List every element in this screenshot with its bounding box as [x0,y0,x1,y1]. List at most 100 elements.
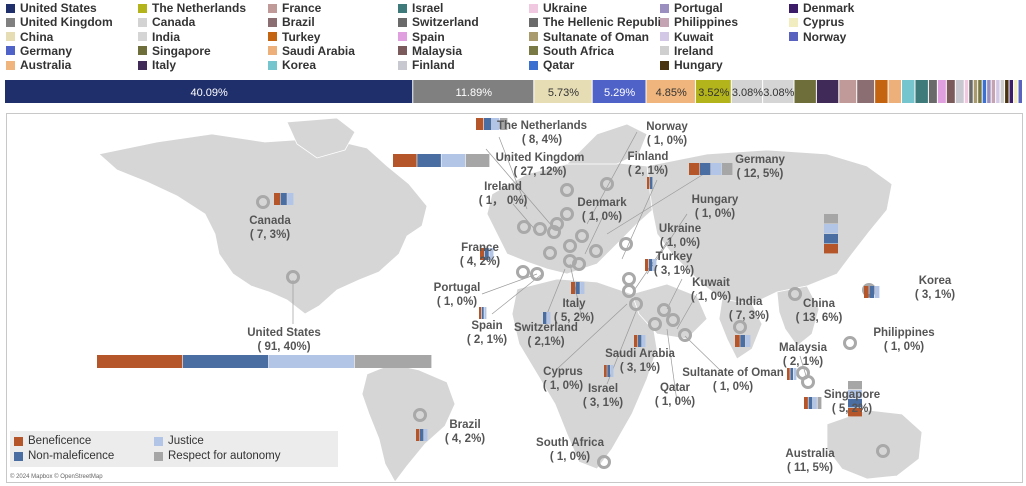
legend-label: Spain [412,29,445,44]
principle-bar-segment [417,154,441,167]
location-marker [572,257,586,271]
share-segment [982,80,987,103]
leader-line [556,303,628,370]
legend-swatch [268,46,277,56]
principle-bar-segment [787,368,790,380]
share-segment [915,80,928,103]
legend-label: Canada [152,15,196,30]
legend-item-sultanate-of-oman: Sultanate of Oman [529,30,649,44]
map-label-count: ( 1, 0%) [542,380,584,392]
map-label-count: ( 1, 0%) [646,135,688,147]
legend-swatch [138,17,147,27]
legend-label: The Netherlands [152,1,247,15]
map-label-canada: Canada ( 7, 3%) [249,214,291,242]
legend-item-united-states: United States [6,1,97,15]
principle-bar-segment [479,307,482,319]
map-label-count: ( 11, 5%) [786,462,834,474]
map-label-name: Sultanate of Oman [682,367,784,379]
legend-swatch [529,46,538,56]
map-label-qatar: Qatar ( 1, 0%) [655,381,695,409]
location-marker [560,183,574,197]
map-label-count: ( 2, 1%) [627,165,669,177]
legend-swatch [529,17,538,27]
legend-item-germany: Germany [6,44,72,58]
location-marker [648,317,662,331]
map-label-name: Brazil [449,419,481,431]
share-segment [973,80,978,103]
location-marker [619,237,633,251]
map-label-malaysia: Malaysia ( 2, 1%) [779,341,827,369]
location-marker [517,220,531,234]
principle-bar-segment [416,429,420,441]
legend-item-portugal: Portugal [660,1,723,15]
legend-item-norway: Norway [789,30,846,44]
map-panel: The Netherlands ( 8, 4%) Norway ( 1, 0%) Uni… [6,113,1023,483]
share-segment [946,80,955,103]
legend-swatch [398,60,407,70]
legend-swatch [138,46,147,56]
principle-bar-segment [824,224,838,234]
map-label-china: China ( 13, 6%) [796,297,843,325]
legend-label: China [20,29,54,44]
legend-label: Saudi Arabia [282,43,355,58]
principle-bar-segment [649,259,653,271]
map-label-name: United Kingdom [495,152,585,164]
principle-bar-segment [543,312,547,324]
legend-label: Ireland [674,43,714,58]
map-label-count: ( 1, 0%) [712,381,754,393]
map-label-denmark: Denmark ( 1, 0%) [577,196,626,224]
map-label-name: The Netherlands [496,120,588,132]
map-label-count: ( 3, 1%) [653,265,695,277]
map-label-norway: Norway ( 1, 0%) [646,120,688,148]
leader-line [481,273,538,295]
principle-bar-segment [874,286,880,298]
legend-item-ukraine: Ukraine [529,1,587,15]
principle-bar-segment [571,282,576,294]
location-marker [801,375,815,389]
legend-swatch [268,17,277,27]
principle-bar-segment [813,397,817,409]
principle-bar-segment [864,286,869,298]
location-marker [575,229,589,243]
location-marker [600,177,614,191]
legend-item-turkey: Turkey [268,30,320,44]
location-marker [629,297,643,311]
legend-label: Korea [282,58,317,73]
share-label: 5.73% [548,87,579,99]
map-label-count: ( 1, 0%) [436,296,478,308]
principle-bar-segment [287,193,294,205]
map-label-count: ( 91, 40%) [257,341,311,353]
legend-swatch [789,32,798,42]
principle-bar-segment [424,429,428,441]
legend-label: Norway [803,29,847,44]
legend-label: Kuwait [674,29,714,44]
legend-swatch [789,17,798,27]
principle-bar-segment [182,355,269,368]
location-marker [533,222,547,236]
legend-swatch [398,32,407,42]
principle-bar-segment [481,307,484,319]
india-shape [718,298,763,360]
map-label-name: Denmark [577,197,627,209]
share-label: 40.09% [190,87,228,99]
share-bar: 40.09% 11.89% 5.73% 5.29% 4.85% 3.52% 3.08% 3.0… [5,80,1022,103]
location-marker [862,283,876,297]
leader-line [498,136,528,210]
southeast-asia-shape [776,285,820,347]
legend-item-finland: Finland [398,58,455,72]
map-label-name: Philippines [873,327,935,339]
location-marker [876,444,890,458]
principle-bar-segment [607,365,611,377]
australia-shape [826,409,923,480]
map-label-count: ( 12, 5%) [736,168,784,180]
legend-label: Brazil [282,15,315,30]
map-label-name: France [461,242,499,254]
share-segment [996,80,1000,103]
legend-label: United Kingdom [20,15,113,30]
share-segment [888,80,902,103]
location-marker [516,265,530,279]
legend-label: Israel [412,1,444,15]
principle-bar-segment [645,259,649,271]
share-label: 3.08% [763,87,794,99]
map-label-name: China [803,298,835,310]
